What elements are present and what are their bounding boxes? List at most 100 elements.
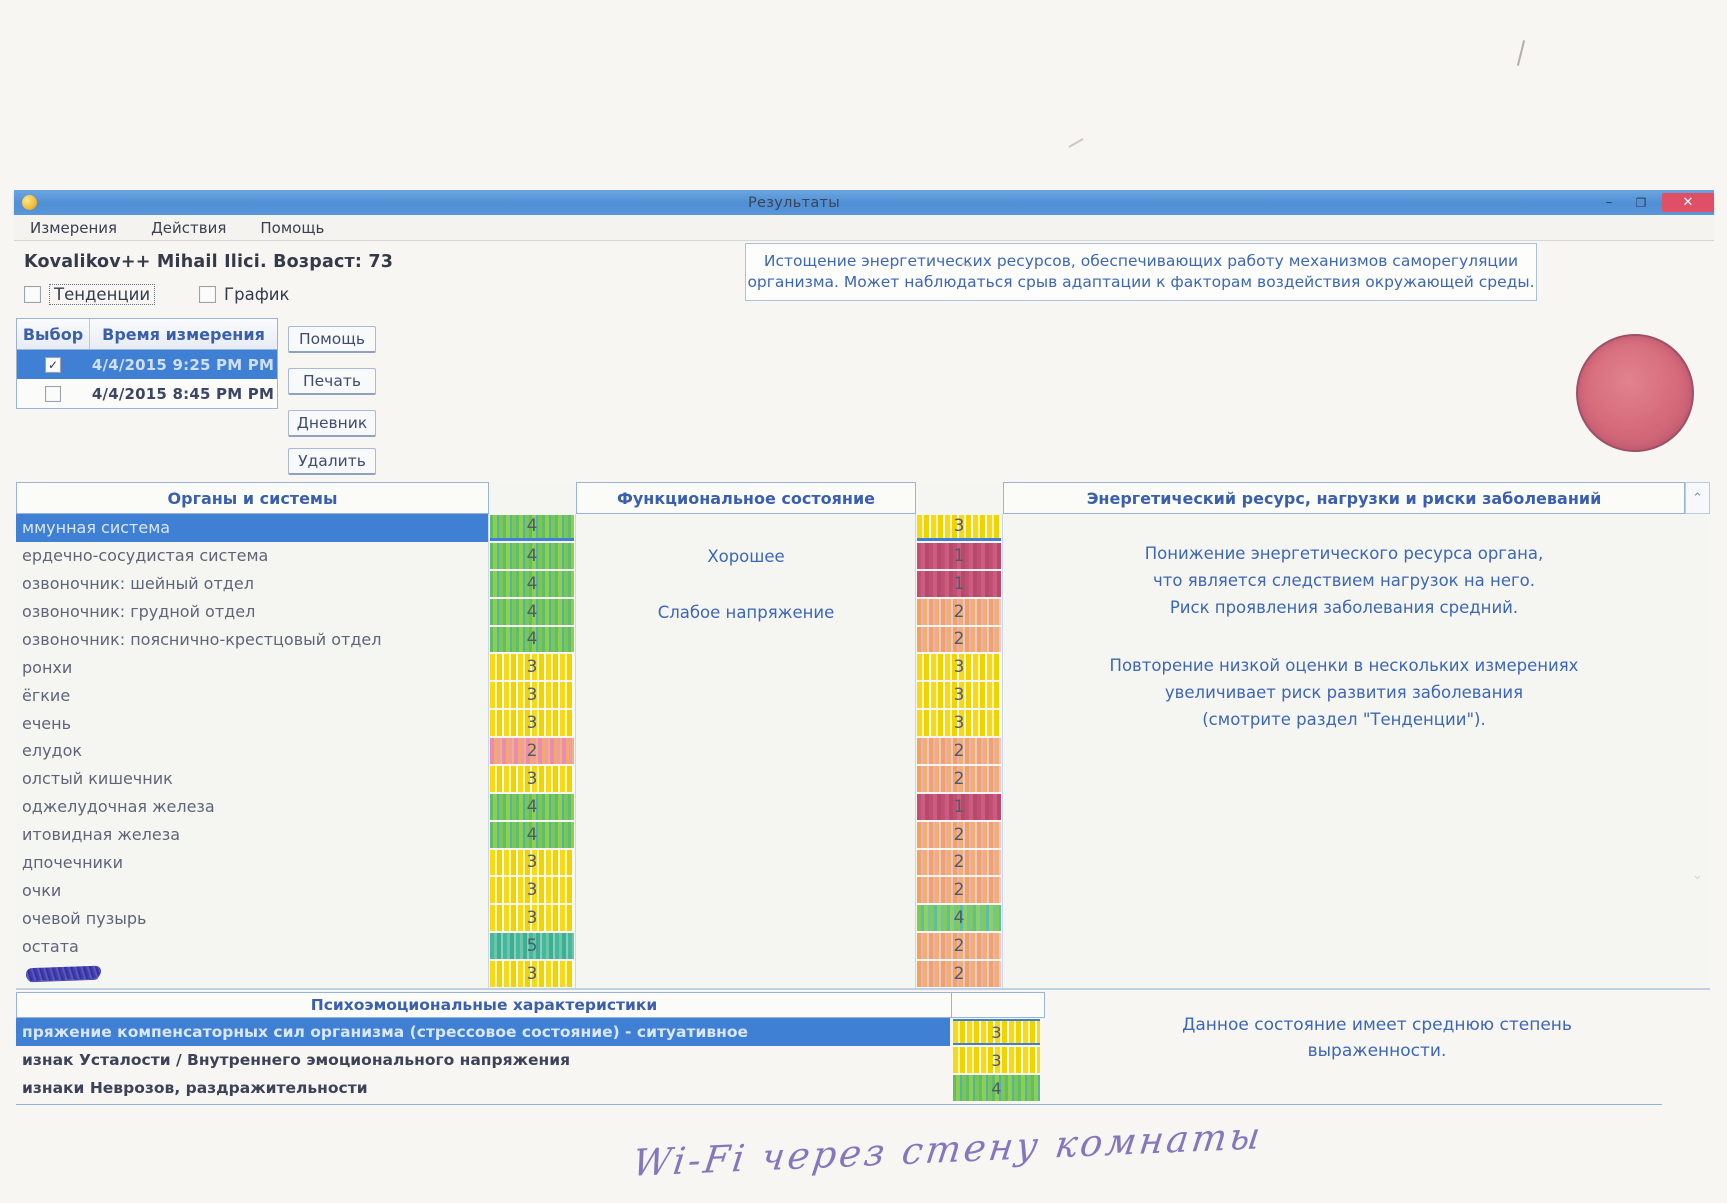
psycho-score-bar: 4 (953, 1075, 1040, 1101)
score-bar-resource: 4 (490, 570, 574, 597)
tendencies-checkbox[interactable] (24, 286, 41, 303)
score-bar-resource: 4 (490, 598, 574, 625)
score-bar-resource: 3 (490, 654, 574, 681)
measurement-checkbox-unchecked[interactable] (45, 385, 61, 402)
column-divider (1002, 514, 1003, 988)
score-bar-resource: 3 (490, 877, 574, 904)
functional-state-good: Хорошее (707, 546, 785, 566)
minimize-button[interactable]: – (1605, 195, 1613, 210)
scroll-down-icon[interactable]: ⌄ (1692, 867, 1703, 883)
functional-state-weak-tension: Слабое напряжение (657, 602, 835, 622)
score-bar-energy: 2 (917, 877, 1001, 904)
score-bar-resource: 3 (490, 682, 574, 709)
menu-measurements[interactable]: Измерения (30, 218, 118, 237)
menu-help[interactable]: Помощь (260, 218, 325, 237)
scan-mark (1068, 138, 1084, 148)
psycho-table-header: Психоэмоциональные характеристики (310, 996, 658, 1014)
score-bar-resource: 3 (490, 849, 574, 876)
column-header-organs: Органы и системы (16, 482, 489, 514)
psycho-rows: пряжение компенсаторных сил организма (с… (16, 1018, 1045, 1102)
psycho-score-column-header (951, 993, 1044, 1017)
measurement-row[interactable]: 4/4/2015 8:45 PM PM (17, 379, 277, 408)
column-divider (488, 514, 489, 988)
organ-label: остата (22, 936, 79, 956)
table-bottom-border (16, 988, 1710, 990)
psycho-label: изнаки Неврозов, раздражительности (22, 1079, 368, 1097)
print-button[interactable]: Печать (288, 368, 376, 395)
score-bar-energy: 2 (917, 765, 1001, 792)
measurement-checkbox-checked[interactable]: ✓ (45, 356, 61, 373)
bottom-divider (16, 1104, 1662, 1105)
score-bar-resource: 3 (490, 961, 574, 987)
psycho-label: изнак Усталости / Внутреннего эмоциональ… (22, 1051, 571, 1069)
score-bar-resource: 3 (490, 765, 574, 792)
organ-row[interactable]: итовидная железа 4 2 (16, 821, 1710, 849)
organ-row[interactable]: оджелудочная железа 4 1 (16, 793, 1710, 821)
app-icon (22, 195, 37, 210)
score-bar-energy: 2 (917, 961, 1001, 987)
energy-note-1: Понижение энергетического ресурса органа… (1144, 544, 1544, 617)
score-bar-resource: 5 (490, 933, 574, 959)
score-bar-resource: 4 (490, 821, 574, 848)
organ-row[interactable]: ечень 3 3 (16, 709, 1710, 737)
diary-button[interactable]: Дневник (288, 410, 376, 437)
psycho-label: пряжение компенсаторных сил организма (с… (16, 1018, 950, 1046)
psycho-row[interactable]: изнак Усталости / Внутреннего эмоциональ… (16, 1046, 1045, 1074)
help-button[interactable]: Помощь (288, 326, 376, 353)
graph-label: График (224, 285, 290, 304)
tendencies-label: Тенденции (49, 284, 156, 305)
status-indicator-circle (1576, 334, 1694, 452)
organ-row[interactable]: ердечно-сосудистая система 4 1 (16, 542, 1710, 570)
measurement-row[interactable]: ✓ 4/4/2015 9:25 PM PM (17, 350, 277, 379)
delete-button[interactable]: Удалить (288, 448, 376, 475)
organ-label: елудок (22, 741, 83, 761)
energy-note-2: Повторение низкой оценки в нескольких из… (1109, 656, 1579, 729)
score-bar-resource: 4 (490, 793, 574, 820)
organ-row[interactable]: очки 3 2 (16, 876, 1710, 904)
psycho-score-bar: 3 (953, 1019, 1040, 1045)
toggle-tendencies[interactable]: Тенденции (24, 284, 156, 305)
score-bar-resource: 2 (490, 738, 574, 764)
column-header-time[interactable]: Время измерения (102, 324, 265, 344)
organ-label: очки (22, 880, 62, 900)
patient-info: Kovalikov++ Mihail Ilici. Возраст: 73 (24, 252, 394, 272)
score-bar-resource: 4 (490, 515, 574, 541)
organ-row[interactable]: ронхи 3 3 (16, 653, 1710, 681)
organ-row[interactable]: дпочечники 3 2 (16, 849, 1710, 877)
organ-label: очевой пузырь (22, 908, 147, 928)
organ-row[interactable]: озвоночник: шейный отдел 4 1 (16, 570, 1710, 598)
view-toggles: Тенденции График (24, 284, 290, 305)
close-button[interactable]: ✕ (1662, 193, 1714, 212)
menu-bar: Измерения Действия Помощь (14, 215, 1714, 241)
menu-actions[interactable]: Действия (151, 218, 227, 237)
score-bar-energy: 3 (917, 515, 1001, 541)
psycho-row[interactable]: изнаки Неврозов, раздражительности 4 (16, 1074, 1045, 1102)
score-bar-energy: 2 (917, 626, 1001, 653)
organs-table: Органы и системы Функциональное состояни… (16, 482, 1710, 988)
organ-row[interactable]: остата 5 2 (16, 932, 1710, 960)
restore-button[interactable]: ❐ (1635, 195, 1647, 210)
score-bar-resource: 3 (490, 710, 574, 736)
toggle-graph[interactable]: График (199, 285, 290, 304)
organ-rows: ммунная система 4 3 ердечно-сосудистая сист… (16, 514, 1710, 988)
organ-row[interactable]: озвоночник: грудной отдел 4 2 (16, 598, 1710, 626)
organ-row[interactable]: очевой пузырь 3 4 (16, 904, 1710, 932)
score-bar-resource: 4 (490, 626, 574, 653)
score-bar-energy: 3 (917, 710, 1001, 736)
organ-label: дпочечники (22, 852, 123, 872)
organ-row[interactable]: озвоночник: пояснично-крестцовый отдел 4 2 (16, 626, 1710, 654)
organ-label: оджелудочная железа (22, 797, 215, 817)
organ-row[interactable]: елудок 2 2 (16, 737, 1710, 765)
score-bar-energy: 3 (917, 654, 1001, 681)
psycho-table: Психоэмоциональные характеристики пряжен… (16, 992, 1045, 1102)
graph-checkbox[interactable] (199, 286, 217, 303)
psycho-row[interactable]: пряжение компенсаторных сил организма (с… (16, 1018, 1045, 1046)
scroll-up-icon[interactable]: ⌃ (1685, 482, 1710, 514)
psycho-score-bar: 3 (953, 1047, 1040, 1073)
organ-row[interactable]: ёгкие 3 3 (16, 681, 1710, 709)
psycho-note: Данное состояние имеет среднюю степень в… (1182, 1015, 1572, 1061)
organ-row[interactable]: олстый кишечник 3 2 (16, 765, 1710, 793)
organ-row[interactable]: ммунная система 4 3 (16, 514, 1710, 542)
score-bar-energy: 2 (917, 821, 1001, 848)
